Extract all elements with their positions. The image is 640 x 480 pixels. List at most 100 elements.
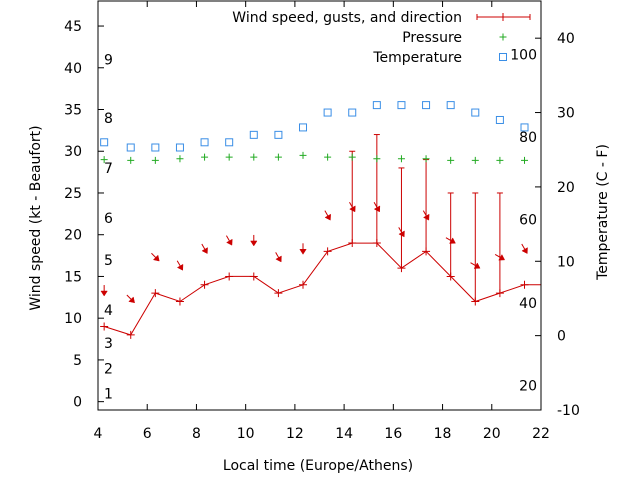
wind-arrow-shaft bbox=[201, 243, 206, 250]
wind-direction-arrow bbox=[126, 294, 135, 304]
wind-arrow-head bbox=[176, 263, 184, 271]
y2-tick-label: 30 bbox=[557, 106, 575, 122]
temperature-point bbox=[151, 143, 160, 152]
pressure-point bbox=[151, 156, 159, 164]
temperature-point bbox=[471, 108, 480, 117]
temperature-point bbox=[274, 130, 283, 139]
wind-direction-arrow bbox=[299, 243, 307, 255]
temperature-point bbox=[422, 101, 431, 110]
beaufort-label: 6 bbox=[104, 211, 113, 227]
pressure-point bbox=[447, 156, 455, 164]
pressure-point bbox=[422, 155, 430, 163]
wind-direction-arrow bbox=[201, 243, 208, 254]
y-tick-label: 45 bbox=[64, 19, 82, 35]
y-axis-title: Wind speed (kt - Beaufort) bbox=[28, 125, 44, 310]
wind-point bbox=[249, 272, 258, 281]
wind-point bbox=[299, 280, 308, 289]
beaufort-label: 4 bbox=[104, 303, 113, 319]
wind-direction-arrow bbox=[151, 252, 160, 262]
wind-arrow-shaft bbox=[521, 243, 526, 250]
y-tick-label: 10 bbox=[64, 311, 82, 327]
y-tick-label: 5 bbox=[73, 353, 82, 369]
fahrenheit-label: 80 bbox=[519, 130, 537, 146]
y2-tick-label: 10 bbox=[557, 254, 575, 270]
pressure-point bbox=[373, 155, 381, 163]
temperature-point bbox=[175, 143, 184, 152]
wind-arrow-shaft bbox=[225, 235, 230, 242]
temperature-point bbox=[299, 123, 308, 132]
wind-arrow-head bbox=[250, 240, 258, 247]
legend-label: Temperature bbox=[372, 50, 462, 66]
legend-temperature-marker bbox=[499, 53, 507, 61]
legend-pressure-marker bbox=[499, 33, 507, 41]
wind-point bbox=[225, 272, 234, 281]
fahrenheit-label: 60 bbox=[519, 213, 537, 229]
x-tick-label: 22 bbox=[532, 426, 550, 442]
wind-point bbox=[126, 330, 135, 339]
x-tick-label: 6 bbox=[143, 426, 152, 442]
temperature-point bbox=[100, 138, 109, 147]
wind-arrow-shaft bbox=[151, 252, 157, 258]
beaufort-label: 5 bbox=[104, 253, 113, 269]
pressure-point bbox=[299, 151, 307, 159]
wind-arrow-head bbox=[226, 238, 233, 246]
temperature-point bbox=[126, 143, 135, 152]
wind-point bbox=[151, 289, 160, 298]
wind-arrow-shaft bbox=[176, 260, 181, 267]
fahrenheit-label: 40 bbox=[519, 296, 537, 312]
y2-tick-label: 40 bbox=[557, 31, 575, 47]
series-layer bbox=[100, 101, 541, 339]
y-tick-label: 0 bbox=[73, 395, 82, 411]
wind-arrow-shaft bbox=[275, 252, 280, 258]
fahrenheit-label: 100 bbox=[510, 48, 537, 64]
wind-arrow-head bbox=[324, 213, 331, 221]
wind-arrow-head bbox=[201, 247, 208, 254]
beaufort-label: 7 bbox=[104, 161, 113, 177]
temperature-point bbox=[348, 108, 357, 117]
y-tick-label: 35 bbox=[64, 103, 82, 119]
pressure-point bbox=[397, 155, 405, 163]
x-tick-label: 16 bbox=[384, 426, 402, 442]
temperature-point bbox=[446, 101, 455, 110]
legend-label: Pressure bbox=[402, 30, 462, 46]
wind-point bbox=[520, 280, 529, 289]
x-tick-label: 10 bbox=[237, 426, 255, 442]
wind-point bbox=[175, 297, 184, 306]
y-tick-label: 30 bbox=[64, 144, 82, 160]
beaufort-label: 2 bbox=[104, 361, 113, 377]
wind-arrow-head bbox=[521, 247, 528, 254]
pressure-point bbox=[225, 153, 233, 161]
temperature-point bbox=[520, 123, 529, 132]
wind-direction-arrow bbox=[100, 285, 108, 297]
y2-tick-label: 20 bbox=[557, 180, 575, 196]
pressure-point bbox=[100, 156, 108, 164]
pressure-point bbox=[127, 156, 135, 164]
wind-arrow-head bbox=[299, 249, 307, 255]
wind-point bbox=[323, 247, 332, 256]
pressure-point bbox=[250, 153, 258, 161]
y2-axis-title: Temperature (C - F) bbox=[595, 144, 611, 281]
beaufort-label: 3 bbox=[104, 336, 113, 352]
pressure-point bbox=[324, 153, 332, 161]
x-tick-label: 12 bbox=[286, 426, 304, 442]
pressure-point bbox=[348, 153, 356, 161]
legend-wind-marker bbox=[499, 13, 507, 21]
fahrenheit-label: 20 bbox=[519, 378, 537, 394]
legend-label: Wind speed, gusts, and direction bbox=[232, 10, 462, 26]
tick-labels: 4 6 8 10 12 14 16 18 20 22051015202530354045-1001… bbox=[64, 19, 580, 442]
wind-direction-arrow bbox=[176, 260, 184, 271]
temperature-point bbox=[249, 130, 258, 139]
y-tick-label: 40 bbox=[64, 61, 82, 77]
wind-direction-arrow bbox=[225, 235, 233, 246]
wind-arrow-head bbox=[275, 255, 282, 263]
x-tick-label: 20 bbox=[483, 426, 501, 442]
y-tick-label: 20 bbox=[64, 228, 82, 244]
wind-direction-arrow bbox=[250, 234, 258, 247]
legend: Wind speed, gusts, and direction Pressure… bbox=[232, 10, 531, 66]
y-tick-label: 25 bbox=[64, 186, 82, 202]
wind-direction-arrow bbox=[521, 243, 528, 254]
wind-direction-arrows bbox=[100, 202, 528, 304]
wind-point bbox=[100, 322, 109, 331]
wind-point bbox=[200, 280, 209, 289]
